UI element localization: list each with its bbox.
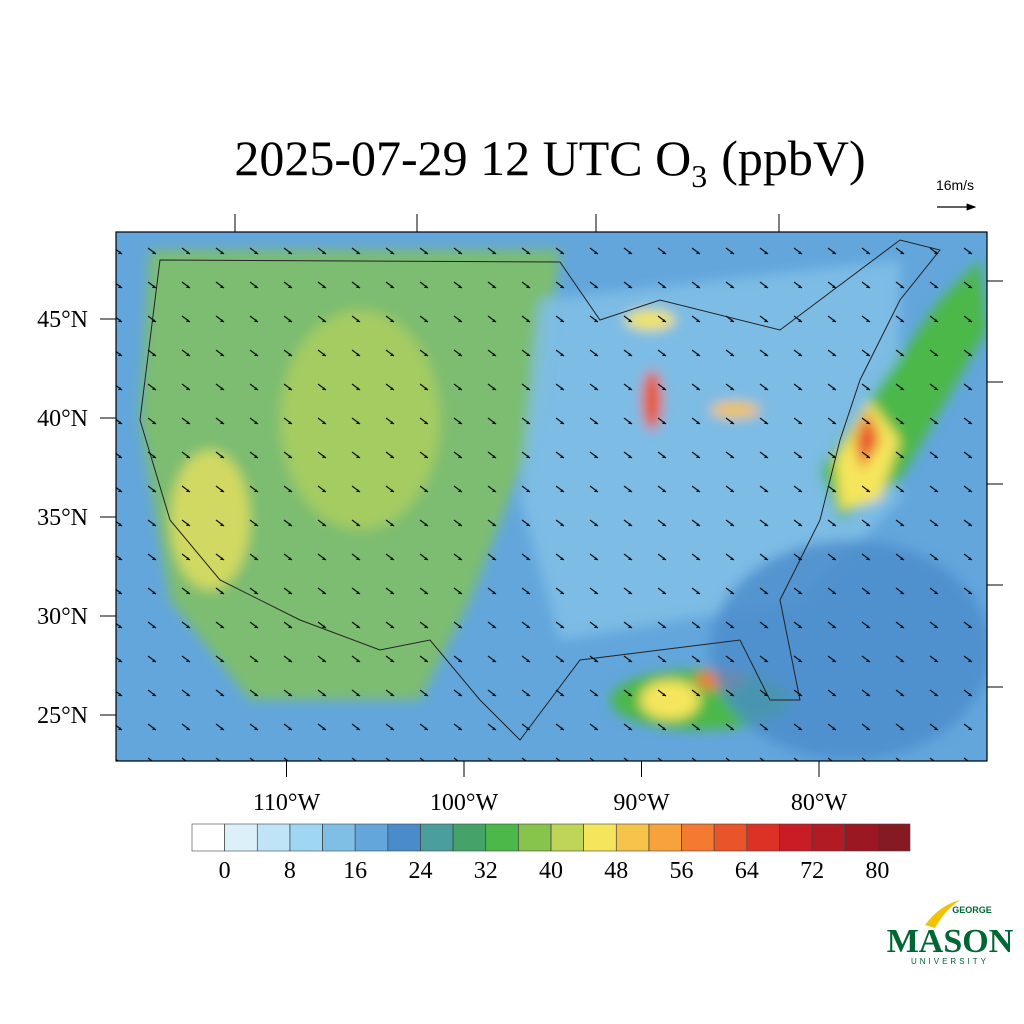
title-unit: (ppbV) <box>721 130 865 186</box>
lat-label: 35°N <box>37 505 88 531</box>
colorbar-box <box>746 823 780 852</box>
title-main: 2025-07-29 12 UTC O <box>234 130 691 186</box>
colorbar-box <box>615 823 650 852</box>
lon-label: 90°W <box>613 790 670 816</box>
logo-bottom: UNIVERSITY <box>911 957 989 966</box>
colorbar-box <box>256 823 291 852</box>
map-field <box>116 232 987 761</box>
colorbar-tick-label: 80 <box>865 858 889 884</box>
title-subscript: 3 <box>691 158 707 194</box>
logo-top: GEORGE <box>952 905 992 915</box>
vector-label: 16m/s <box>936 177 974 193</box>
colorbar-tick-label: 8 <box>284 858 296 884</box>
colorbar-tick-label: 40 <box>539 858 563 884</box>
colorbar-box <box>681 823 715 852</box>
colorbar-box <box>811 823 846 852</box>
colorbar-box <box>387 823 421 852</box>
colorbar-box <box>518 823 552 852</box>
colorbar-box <box>420 823 454 852</box>
lat-label: 25°N <box>37 703 88 729</box>
colorbar-box <box>844 823 878 852</box>
colorbar-tick-label: 16 <box>343 858 367 884</box>
colorbar-tick-label: 56 <box>670 858 694 884</box>
colorbar-box <box>354 823 389 852</box>
colorbar: 0 8 16 24 32 40 48 56 64 72 80 <box>191 823 911 884</box>
colorbar-box <box>224 823 258 852</box>
colorbar-tick-label: 0 <box>219 858 231 884</box>
colorbar-tick-label: 64 <box>735 858 759 884</box>
lat-label: 45°N <box>37 307 88 333</box>
colorbar-box <box>452 823 487 852</box>
colorbar-tick-label: 32 <box>474 858 498 884</box>
axes: 45°N 40°N 35°N 30°N 25°N 110°W 100°W 90°W 80°W <box>37 307 847 816</box>
frame-ticks <box>234 214 1003 688</box>
colorbar-tick-label: 24 <box>408 858 432 884</box>
colorbar-box <box>289 823 323 852</box>
logo: GEORGE MASON UNIVERSITY <box>887 900 1014 966</box>
colorbar-box <box>191 823 225 852</box>
lat-label: 30°N <box>37 604 88 630</box>
lon-label: 80°W <box>791 790 848 816</box>
colorbar-box <box>550 823 584 852</box>
colorbar-tick-label: 72 <box>800 858 824 884</box>
colorbar-box <box>322 823 356 852</box>
logo-main: MASON <box>887 923 1014 960</box>
colorbar-box <box>583 823 617 852</box>
colorbar-box <box>877 823 911 852</box>
lat-label: 40°N <box>37 406 88 432</box>
colorbar-box <box>485 823 519 852</box>
colorbar-box <box>779 823 813 852</box>
title: 2025-07-29 12 UTC O3 (ppbV) <box>234 130 865 194</box>
map-frame <box>115 231 988 762</box>
colorbar-box <box>713 823 748 852</box>
colorbar-tick-label: 48 <box>604 858 628 884</box>
colorbar-box <box>648 823 682 852</box>
lon-label: 100°W <box>430 790 499 816</box>
lon-label: 110°W <box>253 790 321 816</box>
